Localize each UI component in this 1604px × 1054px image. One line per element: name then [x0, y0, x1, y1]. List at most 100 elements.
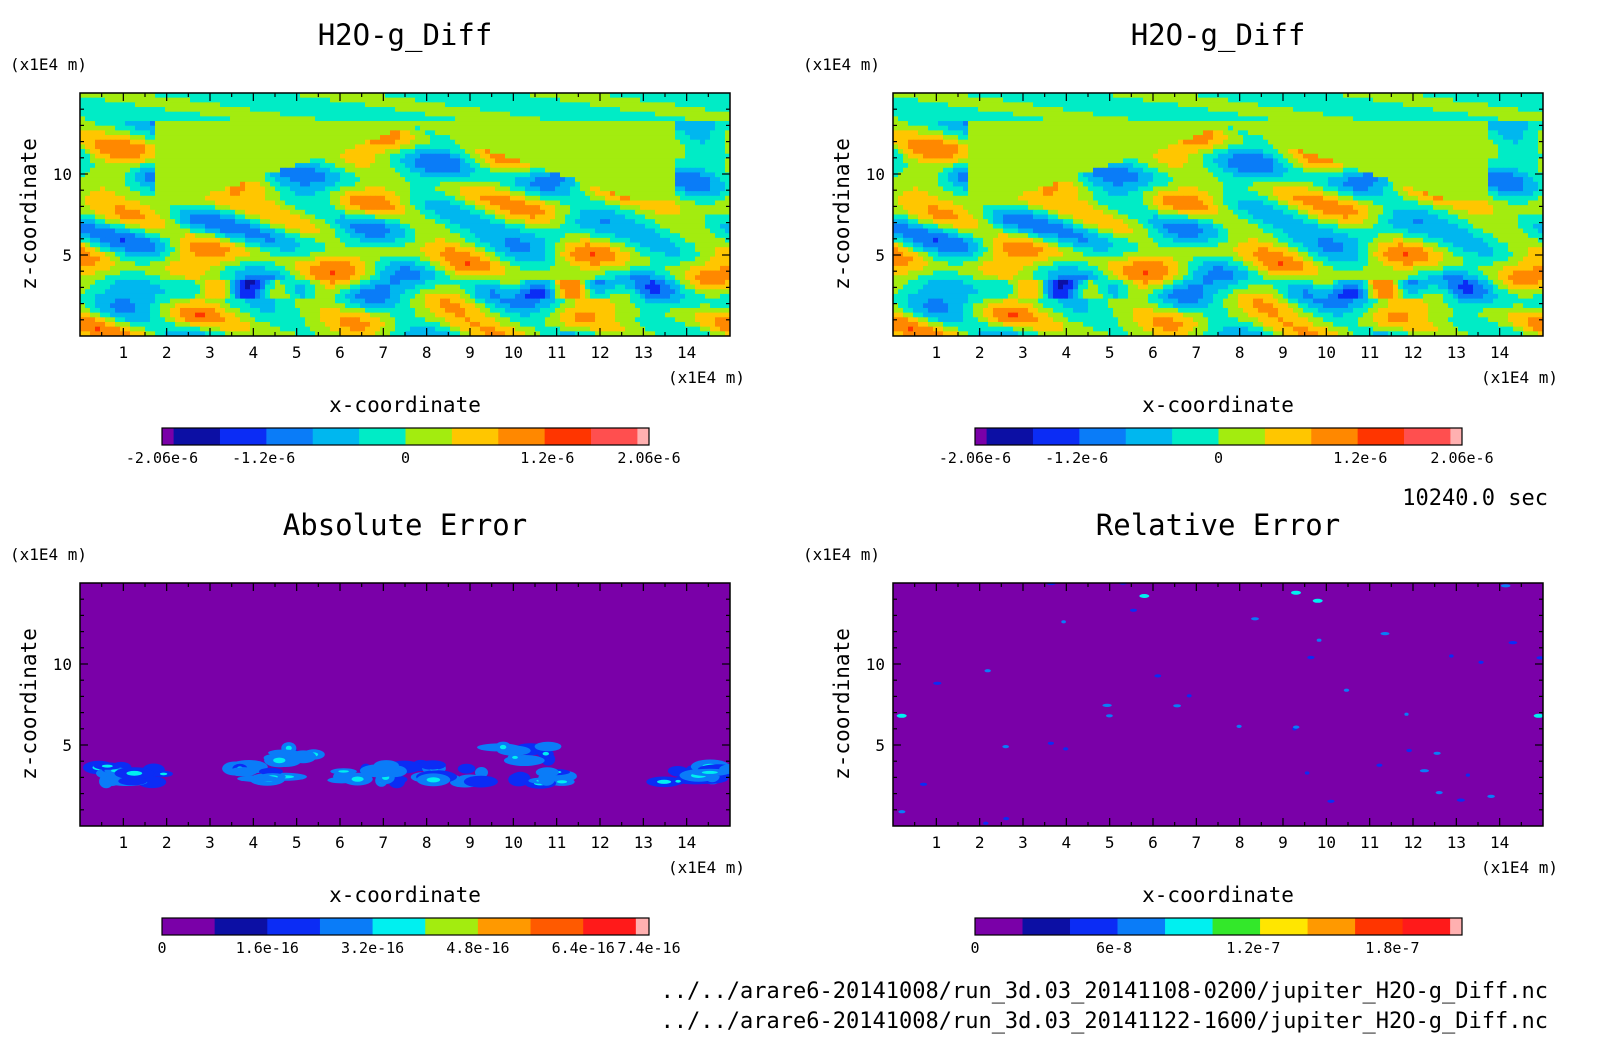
field-cell: [235, 97, 241, 103]
field-cell: [500, 214, 506, 220]
field-cell: [705, 102, 711, 108]
field-cell: [500, 149, 506, 155]
field-cell: [355, 251, 361, 258]
field-cell: [515, 111, 521, 117]
field-cell: [590, 209, 596, 216]
field-cell: [425, 195, 431, 202]
field-cell: [660, 265, 666, 272]
field-cell: [640, 167, 646, 174]
field-cell: [480, 93, 486, 99]
field-cell: [95, 149, 101, 155]
field-cell: [600, 200, 606, 206]
field-cell: [125, 144, 131, 150]
field-cell: [620, 200, 626, 206]
field-cell: [110, 223, 116, 230]
field-cell: [455, 121, 461, 127]
field-cell: [545, 181, 551, 188]
field-cell: [420, 200, 426, 206]
field-cell: [80, 97, 86, 103]
field-cell: [385, 102, 391, 108]
field-cell: [80, 130, 86, 136]
field-cell: [555, 139, 561, 145]
field-cell: [645, 256, 651, 262]
field-cell: [625, 265, 631, 272]
field-cell: [85, 186, 91, 192]
field-cell: [160, 256, 166, 262]
field-cell: [595, 153, 601, 160]
field-cell: [535, 261, 541, 267]
field-cell: [490, 181, 496, 188]
field-cell: [85, 107, 91, 113]
field-cell: [690, 93, 696, 99]
field-cell: [180, 209, 186, 216]
field-cell: [195, 186, 201, 192]
field-cell: [355, 191, 361, 197]
field-cell: [210, 223, 216, 230]
field-cell: [200, 125, 206, 131]
field-cell: [85, 167, 91, 174]
field-cell: [335, 209, 341, 216]
field-cell: [605, 135, 611, 141]
field-cell: [225, 93, 231, 99]
field-cell: [190, 242, 196, 248]
field-cell: [90, 261, 96, 267]
field-cell: [155, 121, 161, 127]
field-cell: [190, 139, 196, 145]
field-cell: [140, 163, 146, 169]
field-cell: [630, 209, 636, 216]
field-cell: [715, 200, 721, 206]
field-cell: [375, 167, 381, 174]
field-cell: [510, 219, 516, 225]
field-cell: [295, 167, 301, 174]
field-cell: [485, 172, 491, 178]
field-cell: [575, 130, 581, 136]
field-cell: [410, 177, 416, 183]
field-cell: [370, 261, 376, 267]
field-cell: [430, 93, 436, 99]
field-cell: [145, 144, 151, 150]
field-cell: [320, 186, 326, 192]
field-cell: [295, 163, 301, 169]
field-cell: [640, 195, 646, 202]
field-cell: [165, 265, 171, 272]
field-cell: [280, 223, 286, 230]
field-cell: [100, 242, 106, 248]
field-cell: [125, 181, 131, 188]
field-cell: [700, 116, 706, 122]
field-cell: [565, 237, 571, 244]
field-cell: [260, 107, 266, 113]
field-cell: [380, 251, 386, 258]
field-cell: [290, 219, 296, 225]
field-cell: [225, 186, 231, 192]
field-cell: [600, 149, 606, 155]
field-cell: [425, 111, 431, 117]
field-cell: [405, 195, 411, 202]
field-cell: [550, 195, 556, 202]
field-cell: [330, 209, 336, 216]
field-cell: [565, 107, 571, 113]
field-cell: [410, 247, 416, 253]
field-cell: [570, 172, 576, 178]
field-cell: [405, 186, 411, 192]
field-cell: [175, 256, 181, 262]
field-cell: [170, 205, 176, 211]
field-cell: [290, 97, 296, 103]
field-cell: [265, 209, 271, 216]
field-cell: [690, 172, 696, 178]
field-cell: [380, 256, 386, 262]
field-cell: [195, 270, 201, 276]
field-cell: [140, 256, 146, 262]
field-cell: [630, 167, 636, 174]
field-cell: [250, 186, 256, 192]
field-cell: [680, 233, 686, 239]
field-cell: [110, 219, 116, 225]
field-cell: [555, 107, 561, 113]
field-cell: [365, 223, 371, 230]
field-cell: [575, 107, 581, 113]
field-cell: [185, 265, 191, 272]
field-cell: [720, 121, 726, 127]
field-cell: [190, 251, 196, 258]
field-cell: [480, 233, 486, 239]
field-cell: [350, 265, 356, 272]
field-cell: [140, 102, 146, 108]
